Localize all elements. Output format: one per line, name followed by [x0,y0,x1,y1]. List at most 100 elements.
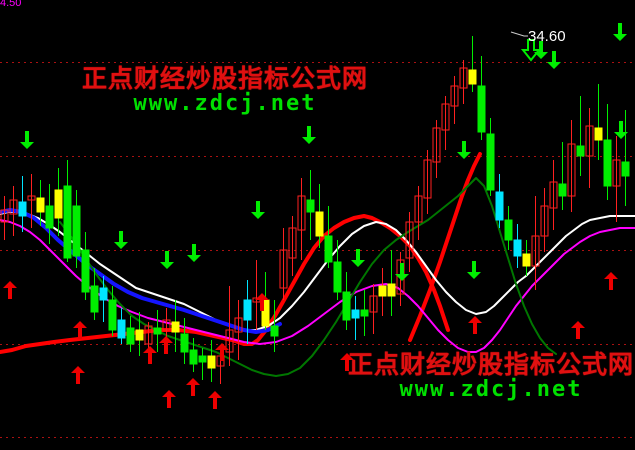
sell-arrow-icon [395,263,409,281]
candle-body [351,309,360,319]
candle[interactable] [126,316,135,352]
candle[interactable] [9,186,18,236]
candle-body [342,291,351,321]
candle[interactable] [414,186,423,240]
candle[interactable] [342,272,351,330]
candle-body [486,133,495,191]
candle[interactable] [234,300,243,360]
candle[interactable] [594,84,603,160]
candle[interactable] [279,228,288,300]
candle[interactable] [99,276,108,322]
candle-body [9,199,18,215]
candle[interactable] [531,196,540,290]
candle-body [306,199,315,213]
candle[interactable] [27,174,36,228]
candle[interactable] [18,176,27,232]
candle[interactable] [603,104,612,200]
candle-body [405,221,414,259]
price-label: 34.60 [528,28,566,45]
candle[interactable] [45,184,54,244]
candle[interactable] [576,96,585,176]
candle[interactable] [441,96,450,150]
candle[interactable] [315,184,324,248]
candle[interactable] [378,268,387,316]
price-pointer-leader [510,31,528,37]
sell-arrow-icon [614,121,628,139]
candle[interactable] [558,142,567,210]
candle-body [126,327,135,345]
candle[interactable] [243,280,252,344]
buy-arrow-icon [208,391,222,409]
candle[interactable] [270,300,279,352]
candle[interactable] [360,290,369,336]
candle[interactable] [567,120,576,212]
candle[interactable] [612,136,621,222]
candle-body [387,283,396,297]
candle[interactable] [54,168,63,236]
buy-arrow-icon [71,366,85,384]
candle-body [54,189,63,219]
candle[interactable] [288,216,297,276]
candle[interactable] [495,174,504,228]
candle-body [162,319,171,331]
candle[interactable] [621,110,630,206]
candlestick-series[interactable] [0,36,630,384]
candle[interactable] [477,56,486,140]
candle-body [234,317,243,333]
candle[interactable] [63,160,72,262]
candle[interactable] [153,310,162,352]
candle[interactable] [297,178,306,260]
sell-arrow-icon [613,23,627,41]
candle-body [513,239,522,257]
candle[interactable] [135,312,144,356]
candle[interactable] [468,36,477,92]
moving-average-lines [0,152,635,377]
candle[interactable] [405,212,414,272]
candle[interactable] [549,160,558,230]
candle-body [360,309,369,317]
candle[interactable] [450,76,459,124]
candle[interactable] [540,188,549,252]
candle[interactable] [486,118,495,196]
sell-arrow-icon [351,249,365,267]
candle-body [153,327,162,335]
candle[interactable] [72,190,81,268]
candle[interactable] [90,268,99,320]
candle[interactable] [0,196,9,240]
candle[interactable] [36,180,45,226]
candle[interactable] [387,250,396,316]
candle[interactable] [189,338,198,372]
candle[interactable] [504,206,513,250]
buy-arrow-icon [159,336,173,354]
candle-body [369,295,378,313]
candle-body [450,85,459,107]
candle[interactable] [423,150,432,214]
candle[interactable] [180,318,189,364]
candle[interactable] [171,300,180,352]
candle[interactable] [198,348,207,380]
candle[interactable] [513,224,522,268]
candle-body [333,261,342,293]
candle-body [495,191,504,221]
candle[interactable] [522,240,531,276]
sell-arrow-icon [187,244,201,262]
candle[interactable] [117,308,126,344]
candle-body [225,329,234,353]
candle[interactable] [225,286,234,366]
candle[interactable] [432,120,441,178]
candle[interactable] [81,232,90,300]
candle[interactable] [324,206,333,268]
buy-arrow-icon [162,390,176,408]
candle[interactable] [351,296,360,340]
candle[interactable] [207,340,216,382]
candle[interactable] [108,286,117,336]
candle[interactable] [369,284,378,334]
candle[interactable] [306,170,315,240]
buy-arrow-icon [340,353,354,371]
candle[interactable] [459,60,468,104]
candle[interactable] [252,260,261,330]
candle-body [576,145,585,157]
candle[interactable] [333,240,342,300]
candle[interactable] [585,108,594,188]
